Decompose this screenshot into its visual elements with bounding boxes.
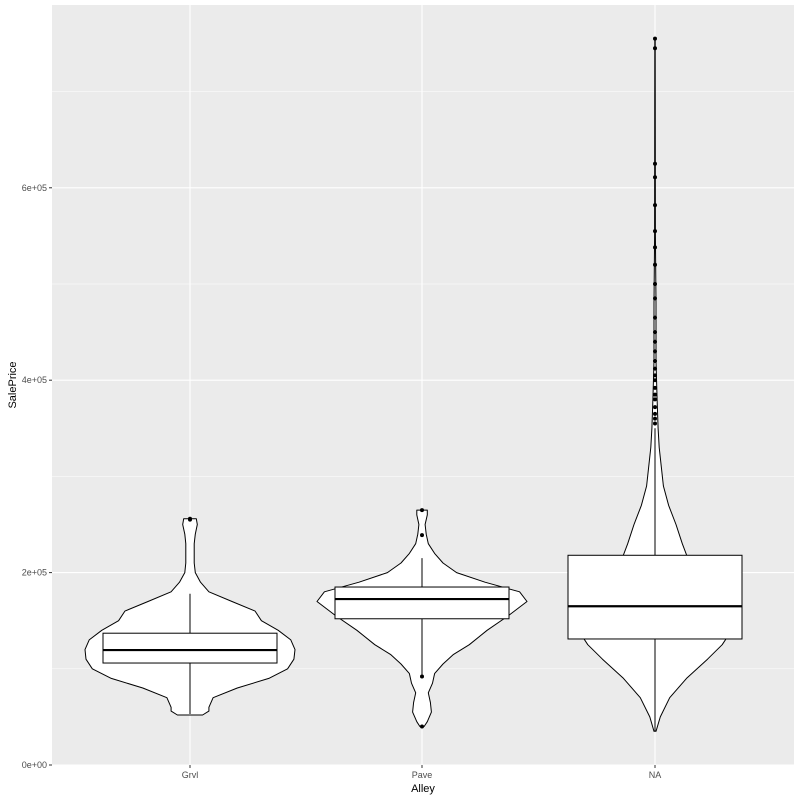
y-axis-title: SalePrice <box>7 361 19 408</box>
outlier-point <box>653 296 657 301</box>
outlier-point <box>653 349 657 354</box>
iqr-box <box>567 554 743 640</box>
outlier-point <box>420 533 424 538</box>
outlier-point <box>420 508 424 513</box>
x-tick-label: NA <box>649 770 662 780</box>
boxplot-na <box>567 36 743 732</box>
outlier-point <box>653 411 657 416</box>
boxplots <box>102 36 743 732</box>
outlier-point <box>653 373 657 378</box>
iqr-box <box>334 586 510 620</box>
outlier-point <box>653 358 657 363</box>
y-tick-label: 2e+05 <box>22 568 47 578</box>
outlier-point <box>653 229 657 234</box>
y-tick-label: 4e+05 <box>22 375 47 385</box>
outlier-point <box>653 161 657 166</box>
x-tick-label: Grvl <box>182 770 199 780</box>
outlier-point <box>420 674 424 679</box>
outlier-point <box>653 416 657 421</box>
outlier-point <box>653 175 657 180</box>
outlier-point <box>653 397 657 402</box>
outlier-point <box>653 245 657 250</box>
outlier-point <box>653 392 657 397</box>
boxplot-pave <box>334 508 510 729</box>
outlier-point <box>188 516 192 521</box>
outlier-point <box>653 385 657 390</box>
outlier-point <box>653 405 657 410</box>
outlier-point <box>653 46 657 51</box>
outlier-point <box>653 36 657 41</box>
outlier-point <box>420 724 424 729</box>
axes: 0e+00 2e+05 4e+05 6e+05 Grvl Pave NA <box>22 183 662 780</box>
outlier-point <box>653 315 657 320</box>
outlier-point <box>653 378 657 383</box>
outlier-point <box>653 339 657 344</box>
outlier-point <box>653 281 657 286</box>
outlier-point <box>653 330 657 335</box>
x-tick-label: Pave <box>412 770 433 780</box>
outlier-point <box>653 421 657 426</box>
y-tick-label: 0e+00 <box>22 760 47 770</box>
x-axis-title: Alley <box>411 783 435 795</box>
outlier-point <box>653 203 657 208</box>
iqr-box <box>102 632 278 664</box>
outlier-point <box>653 366 657 371</box>
boxplot-grvl <box>102 516 278 715</box>
outlier-point <box>653 262 657 267</box>
y-tick-label: 6e+05 <box>22 183 47 193</box>
